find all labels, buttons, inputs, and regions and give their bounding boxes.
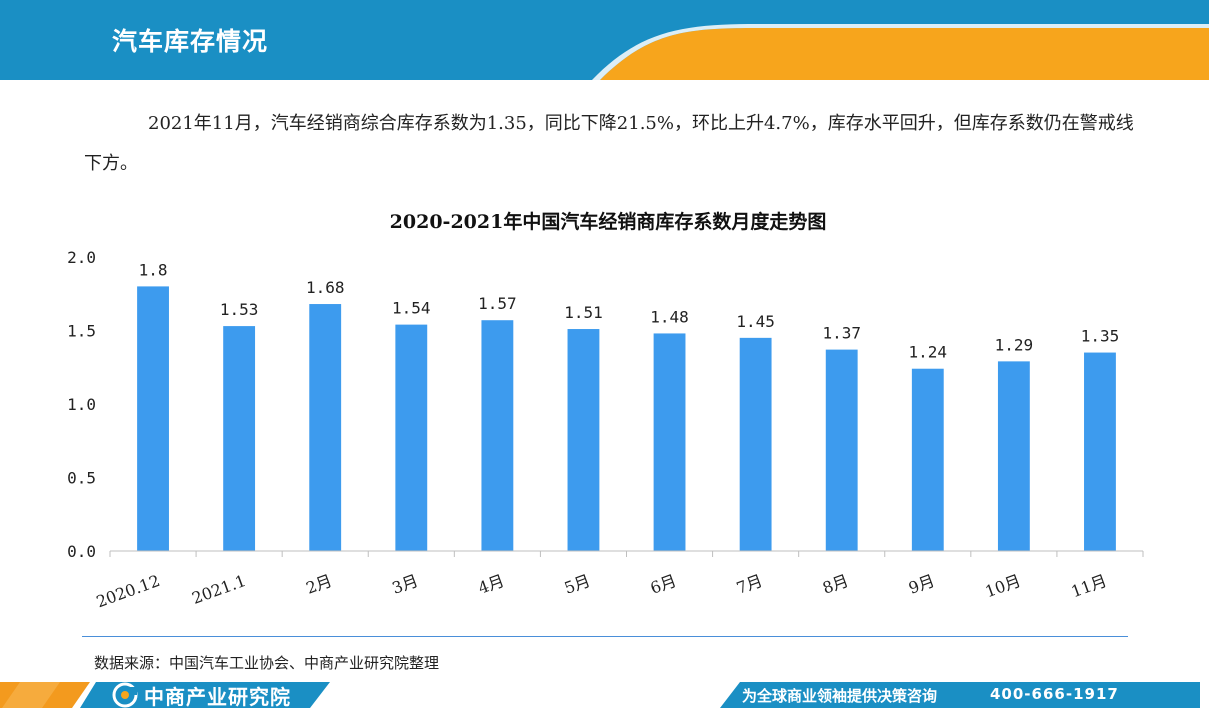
x-tick-label: 2021.1 (189, 571, 248, 608)
x-tick-label: 8月 (820, 571, 851, 598)
divider (82, 636, 1128, 637)
x-tick-label: 7月 (734, 571, 765, 598)
logo-icon (112, 682, 138, 708)
bar (911, 368, 944, 551)
bar (309, 304, 342, 551)
x-tick-label: 2月 (303, 571, 334, 598)
data-label: 1.53 (220, 300, 259, 319)
y-axis: 0.0 0.5 1.0 1.5 2.0 (67, 248, 96, 561)
bar (825, 349, 858, 551)
y-tick-label: 0.5 (67, 469, 96, 488)
bars: 1.8 1.53 1.68 1.54 1.57 1.51 1.48 1.45 1.37 1.24 1… (137, 260, 1119, 551)
data-label: 1.35 (1081, 327, 1120, 346)
data-label: 1.24 (909, 343, 948, 362)
bar (567, 329, 600, 551)
data-label: 1.48 (650, 307, 689, 326)
data-label: 1.8 (139, 260, 168, 279)
chart-title: 2020-2021年中国汽车经销商库存系数月度走势图 (390, 210, 827, 233)
x-tick-label: 6月 (648, 571, 679, 598)
bar (481, 320, 514, 551)
x-tick-label: 10月 (983, 571, 1024, 601)
bar (223, 326, 256, 551)
data-label: 1.54 (392, 299, 431, 318)
data-label: 1.51 (564, 303, 603, 322)
bar (137, 286, 169, 551)
header-banner (0, 0, 1209, 80)
bar (1084, 352, 1116, 551)
x-tick-label: 4月 (476, 571, 507, 598)
y-tick-label: 2.0 (67, 248, 96, 267)
data-label: 1.29 (995, 335, 1034, 354)
footer-phone: 400-666-1917 (990, 685, 1119, 703)
data-source: 数据来源：中国汽车工业协会、中商产业研究院整理 (94, 654, 440, 672)
x-tick-label: 3月 (390, 571, 421, 598)
y-tick-label: 0.0 (67, 542, 96, 561)
y-tick-label: 1.0 (67, 395, 96, 414)
x-axis: 2020.12 2021.1 2月 3月 4月 5月 6月 7月 8月 9月 10月 11月 (94, 550, 1144, 611)
y-tick-label: 1.5 (67, 322, 96, 341)
data-label: 1.37 (822, 324, 861, 343)
x-tick-label: 11月 (1069, 571, 1110, 601)
company-logo: 中商产业研究院 (112, 682, 291, 709)
logo-text: 中商产业研究院 (144, 684, 291, 709)
x-tick-label: 9月 (906, 571, 937, 598)
data-label: 1.57 (478, 294, 517, 313)
footer-banner (0, 682, 1209, 718)
bar (997, 361, 1030, 551)
bar (653, 333, 686, 551)
bar (739, 337, 772, 551)
bar-chart: 2020-2021年中国汽车经销商库存系数月度走势图 0.0 0.5 1.0 1.5 2… (67, 210, 1144, 611)
bar (395, 324, 428, 551)
x-tick-label: 5月 (562, 571, 593, 598)
x-tick-label: 2020.12 (94, 571, 163, 611)
footer-slogan: 为全球商业领袖提供决策咨询 (742, 687, 938, 705)
intro-text: 2021年11月，汽车经销商综合库存系数为1.35，同比下降21.5%，环比上升… (84, 113, 1134, 174)
page-title: 汽车库存情况 (112, 27, 269, 56)
data-label: 1.68 (306, 278, 345, 297)
data-label: 1.45 (736, 312, 775, 331)
